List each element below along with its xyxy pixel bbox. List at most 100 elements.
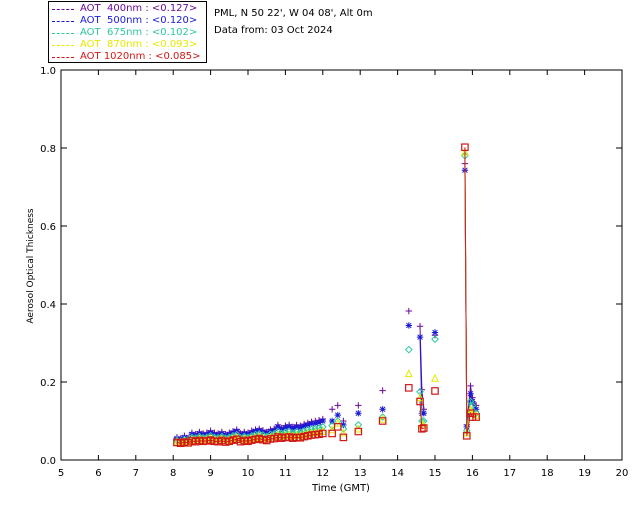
data-point-s1 <box>334 411 341 419</box>
data-point-s1 <box>308 420 315 427</box>
data-point-s1 <box>431 329 439 336</box>
data-point-s4 <box>418 425 426 433</box>
y-tick-label: 0.8 <box>40 144 56 155</box>
data-point-s0 <box>328 406 336 413</box>
x-tick-label: 12 <box>316 468 329 479</box>
date-info: Data from: 03 Oct 2024 <box>214 25 333 36</box>
data-point-s1 <box>328 417 336 425</box>
legend-entry-1020nm: AOT 1020nm : <0.085> <box>49 51 206 63</box>
data-point-s4 <box>378 417 387 425</box>
data-point-s3 <box>430 373 440 382</box>
x-tick-label: 5 <box>58 468 64 479</box>
legend-entry-870nm: AOT 870nm : <0.093> <box>49 39 206 51</box>
data-point-s4 <box>462 432 471 440</box>
legend-swatch <box>52 57 74 58</box>
data-point-s2 <box>404 345 413 354</box>
data-point-s4 <box>472 413 480 421</box>
data-point-s4 <box>354 427 363 436</box>
axes: 5 6 7 8 9 10 11 12 13 14 15 16 17 18 19 20 0.0 0.2 0.4 0.6 0… <box>40 66 628 479</box>
series-line-3 <box>176 151 477 443</box>
data-point-s4 <box>405 384 413 392</box>
x-tick-label: 20 <box>616 468 629 479</box>
station-info: PML, N 50 22', W 04 08', Alt 0m <box>214 8 373 19</box>
data-point-s4 <box>466 409 475 418</box>
data-point-s3 <box>328 425 337 434</box>
legend-entry-675nm: AOT 675nm : <0.102> <box>49 27 206 39</box>
data-point-s1 <box>315 419 323 426</box>
x-tick-label: 16 <box>466 468 479 479</box>
data-point-s4 <box>416 397 424 406</box>
data-point-s3 <box>404 369 413 378</box>
y-axis-label: Aerosol Optical Thickness <box>26 208 36 324</box>
legend-entry-500nm: AOT 500nm : <0.120> <box>49 15 206 27</box>
x-tick-label: 9 <box>207 468 213 479</box>
legend-label: AOT 870nm : <0.093> <box>80 39 198 50</box>
data-point-s1 <box>274 423 282 431</box>
legend-swatch <box>52 21 74 22</box>
data-point-s3 <box>339 428 348 437</box>
data-point-s0 <box>334 402 341 409</box>
data-point-s4 <box>419 424 428 432</box>
data-point-s3 <box>333 418 342 427</box>
legend-swatch <box>52 45 74 46</box>
x-tick-label: 14 <box>391 468 404 479</box>
data-point-s0 <box>379 387 386 394</box>
legend-label: AOT 675nm : <0.102> <box>80 27 198 38</box>
legend-label: AOT 400nm : <0.127> <box>80 3 198 14</box>
y-tick-label: 0.4 <box>40 300 56 311</box>
y-tick-label: 0.0 <box>40 456 56 467</box>
data-point-s3 <box>416 393 425 402</box>
data-point-s1 <box>293 423 300 431</box>
data-point-s0 <box>405 307 413 315</box>
data-point-s1 <box>319 417 326 425</box>
data-point-s1 <box>300 422 308 430</box>
data-point-s2 <box>468 401 477 410</box>
x-tick-label: 6 <box>95 468 101 479</box>
data-point-s2 <box>431 335 439 344</box>
x-tick-label: 18 <box>541 468 554 479</box>
x-tick-label: 8 <box>170 468 176 479</box>
plot-marks <box>172 143 481 448</box>
data-point-s3 <box>378 414 387 423</box>
data-point-s4 <box>339 433 348 442</box>
data-point-s2 <box>378 413 387 422</box>
data-point-s0 <box>416 323 424 330</box>
y-tick-label: 0.6 <box>40 222 56 233</box>
data-point-s4 <box>333 423 342 431</box>
legend-swatch <box>52 33 74 34</box>
data-point-s1 <box>355 410 362 417</box>
data-point-s1 <box>379 406 386 413</box>
legend-swatch <box>52 9 74 10</box>
series-line-2 <box>176 155 477 442</box>
x-axis-label: Time (GMT) <box>311 483 370 494</box>
data-point-s1 <box>304 421 312 429</box>
data-point-s1 <box>285 423 293 430</box>
series-line-1 <box>176 170 477 441</box>
data-point-s0 <box>355 402 362 409</box>
data-point-s1 <box>312 420 319 427</box>
data-point-s1 <box>405 322 413 329</box>
legend-entry-400nm: AOT 400nm : <0.127> <box>49 3 206 15</box>
series-line-4 <box>176 147 477 444</box>
y-tick-label: 1.0 <box>40 66 56 77</box>
data-point-s0 <box>467 382 474 390</box>
y-tick-label: 0.2 <box>40 378 56 389</box>
data-point-s4 <box>431 387 439 395</box>
data-point-s1 <box>467 390 474 397</box>
x-tick-label: 19 <box>578 468 591 479</box>
data-point-s1 <box>297 424 304 431</box>
x-tick-label: 10 <box>242 468 255 479</box>
data-point-s4 <box>319 429 327 438</box>
data-point-s4 <box>461 143 469 152</box>
plot-frame <box>60 69 623 461</box>
legend: AOT 400nm : <0.127> AOT 500nm : <0.120> … <box>48 1 207 63</box>
x-tick-label: 7 <box>133 468 139 479</box>
data-point-s4 <box>328 429 336 438</box>
x-tick-label: 17 <box>503 468 516 479</box>
legend-label: AOT 500nm : <0.120> <box>80 15 198 26</box>
x-tick-label: 11 <box>279 468 292 479</box>
x-tick-label: 13 <box>354 468 367 479</box>
data-point-s1 <box>282 424 289 431</box>
x-tick-label: 15 <box>429 468 442 479</box>
